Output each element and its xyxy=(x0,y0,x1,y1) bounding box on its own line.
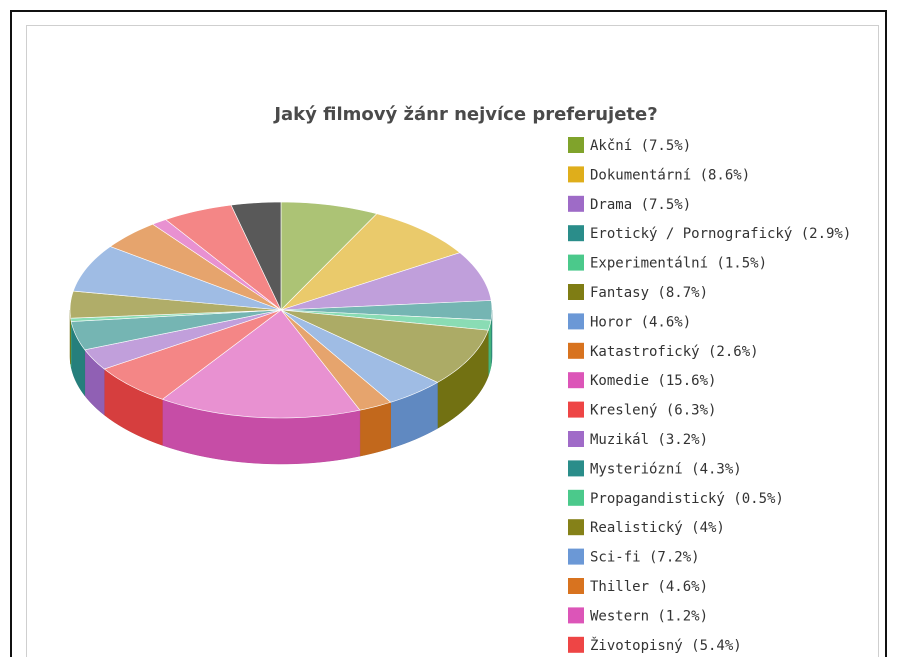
legend-label-9[interactable]: Komedie (15.6%) xyxy=(590,373,716,389)
screenshot-frame: Jaký filmový žánr nejvíce preferujete? A… xyxy=(10,10,887,657)
legend-label-10[interactable]: Kreslený (6.3%) xyxy=(590,403,716,419)
legend-label-17[interactable]: Western (1.2%) xyxy=(590,608,708,624)
legend-label-4[interactable]: Erotický / Pornografický (2.9%) xyxy=(590,226,851,242)
legend-swatch-6 xyxy=(568,284,584,300)
pie-slice-14[interactable] xyxy=(69,290,282,319)
legend-swatch-11 xyxy=(568,431,584,447)
legend-swatch-16 xyxy=(568,578,584,594)
pie-chart: Jaký filmový žánr nejvíce preferujete? A… xyxy=(69,104,851,654)
legend-label-6[interactable]: Fantasy (8.7%) xyxy=(590,285,708,301)
legend-swatch-4 xyxy=(568,225,584,242)
legend-swatch-13 xyxy=(568,489,584,506)
legend-label-7[interactable]: Horor (4.6%) xyxy=(590,314,691,330)
legend-label-3[interactable]: Drama (7.5%) xyxy=(590,197,691,213)
legend-label-12[interactable]: Mysteriózní (4.3%) xyxy=(590,461,742,477)
legend-label-1[interactable]: Akční (7.5%) xyxy=(590,138,691,154)
legend-swatch-1 xyxy=(568,137,584,153)
legend-label-5[interactable]: Experimentální (1.5%) xyxy=(590,256,767,272)
legend-swatch-12 xyxy=(568,460,584,477)
legend-swatch-14 xyxy=(568,519,584,536)
pie-top xyxy=(69,201,493,419)
pie-slice-18[interactable] xyxy=(165,204,282,311)
legend-label-11[interactable]: Muzikál (3.2%) xyxy=(590,432,708,448)
pie-depth xyxy=(69,309,493,465)
legend-swatch-3 xyxy=(568,195,584,212)
legend-swatch-10 xyxy=(568,401,584,418)
legend-swatch-5 xyxy=(568,254,584,271)
pie-slice-2[interactable] xyxy=(280,213,461,311)
pie-slice-4[interactable] xyxy=(280,300,493,321)
legend-label-2[interactable]: Dokumentární (8.6%) xyxy=(590,167,750,183)
pie-slice-10[interactable] xyxy=(103,309,282,400)
legend-label-16[interactable]: Thiller (4.6%) xyxy=(590,579,708,595)
legend-swatch-15 xyxy=(568,548,584,565)
legend-label-14[interactable]: Realistický (4%) xyxy=(590,520,725,536)
legend: Akční (7.5%) Dokumentární (8.6%) Drama (7.… xyxy=(568,137,851,654)
pie-slice-12[interactable] xyxy=(70,309,282,351)
legend-swatch-2 xyxy=(568,166,584,183)
pie-slice-19[interactable] xyxy=(230,201,282,311)
chart-panel: Jaký filmový žánr nejvíce preferujete? A… xyxy=(26,25,879,657)
chart-title: Jaký filmový žánr nejvíce preferujete? xyxy=(272,104,657,125)
pie-slice-15[interactable] xyxy=(72,246,282,311)
pie-slice-7[interactable] xyxy=(280,309,439,403)
pie-slice-3[interactable] xyxy=(280,252,492,311)
pie-side-katastrofick- xyxy=(359,401,391,457)
pie-slice-8[interactable] xyxy=(280,309,392,411)
pie-slice-1[interactable] xyxy=(280,201,378,311)
legend-label-13[interactable]: Propagandistický (0.5%) xyxy=(590,491,784,507)
pie-slice-11[interactable] xyxy=(84,309,282,370)
legend-swatch-18 xyxy=(568,636,584,653)
legend-label-18[interactable]: Životopisný (5.4%) xyxy=(590,636,742,654)
pie-slice-16[interactable] xyxy=(109,223,282,311)
legend-swatch-7 xyxy=(568,313,584,330)
legend-label-15[interactable]: Sci-fi (7.2%) xyxy=(590,550,700,566)
legend-swatch-9 xyxy=(568,372,584,389)
legend-swatch-8 xyxy=(568,342,584,359)
pie-slice-6[interactable] xyxy=(280,309,489,383)
legend-label-8[interactable]: Katastrofický (2.6%) xyxy=(590,344,759,360)
pie-slice-9[interactable] xyxy=(161,309,361,419)
legend-swatch-17 xyxy=(568,607,584,624)
